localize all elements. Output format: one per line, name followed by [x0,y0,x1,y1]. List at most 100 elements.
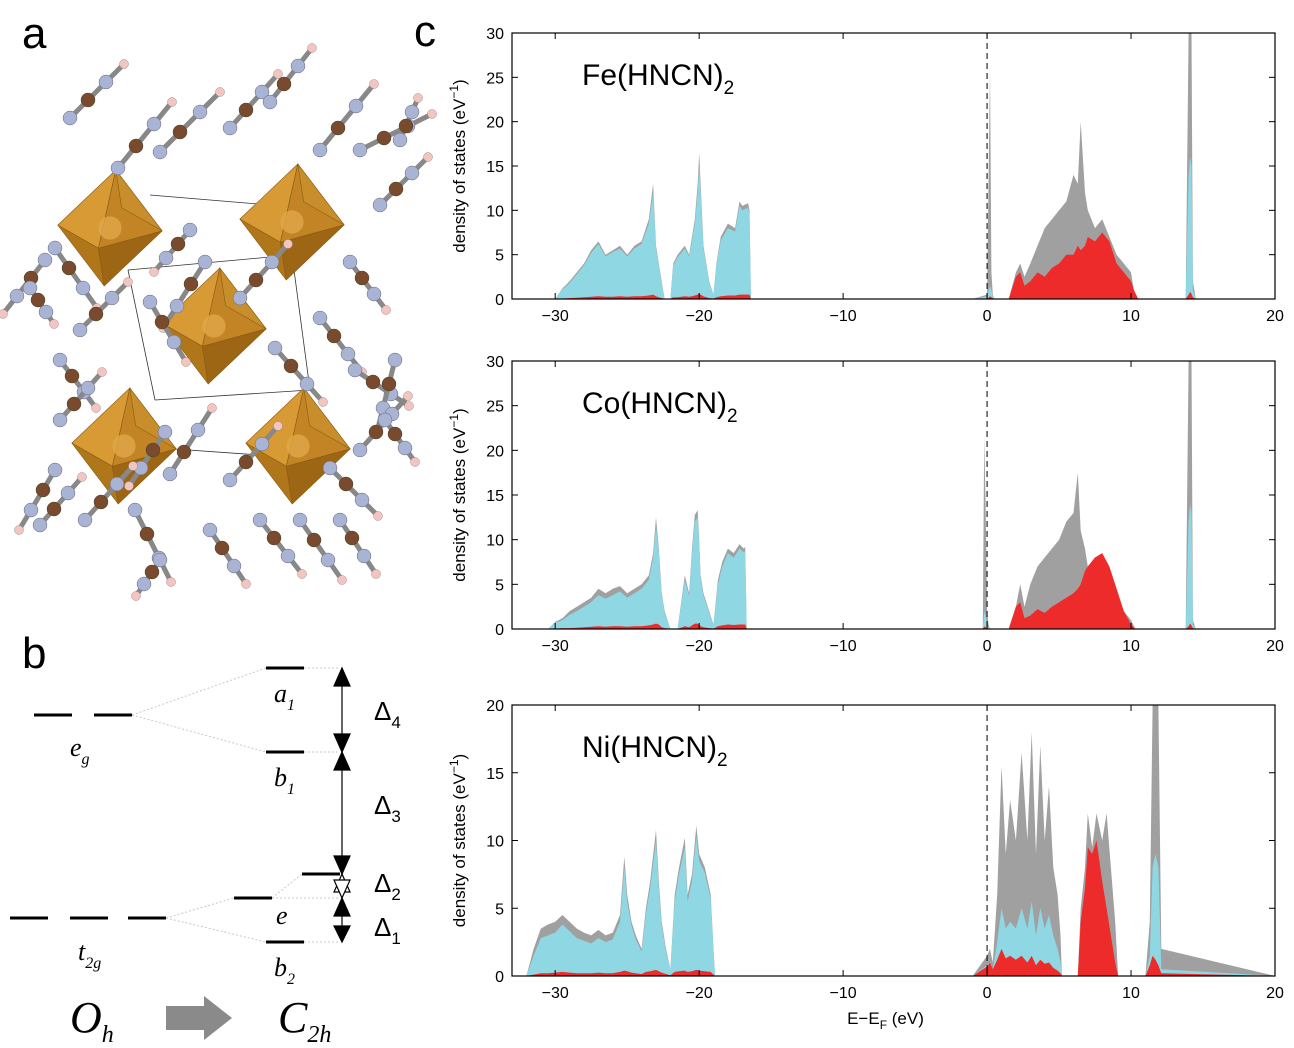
hydrogen-atom [14,525,24,535]
hydrogen-atom [207,403,217,413]
nitrogen-atom [222,120,238,136]
nitrogen-atom [192,104,208,120]
nitrogen-atom [320,552,336,568]
nitrogen-atom [312,310,328,326]
y-tick-label: 15 [486,766,504,783]
carbon-atom [139,526,155,542]
hydrogen-atom [181,357,191,367]
delta-3-label: Δ3 [374,790,401,826]
hydrogen-atom [97,367,107,377]
y-tick-label: 15 [486,488,504,505]
hydrogen-atom [381,305,391,315]
bond [273,346,325,404]
y-axis-label: density of states (eV−1) [447,408,469,581]
bond [207,528,249,586]
hydrogen-atom [119,59,129,69]
plot-title: Fe(HNCN)2 [582,59,734,99]
dos-area-metal [555,232,1275,299]
bond [83,464,135,522]
nitrogen-atom [158,250,174,266]
nitrogen-atom [169,298,185,314]
y-tick-label: 20 [486,115,504,132]
panel-label-c: c [414,7,436,56]
y-tick-label: 10 [486,533,504,550]
hydrogen-atom [410,457,420,467]
hydrogen-atom [49,319,59,329]
carbon-atom [172,124,188,140]
nitrogen-atom [280,548,296,564]
nitrogen-atom [52,412,68,428]
y-axis-label: density of states (eV−1) [447,754,469,927]
bond [348,260,388,312]
delta-1-label: Δ1 [374,912,401,948]
bond [382,418,418,464]
b1-label: b1 [274,763,295,798]
nitrogen-atom [340,346,356,362]
bond [58,370,104,422]
hydrogen-atom [128,461,138,471]
nitrogen-atom [264,254,280,270]
nitrogen-atom [372,197,388,213]
transform-arrow-icon [166,996,232,1040]
hydrogen-atom [131,591,141,601]
bond [268,46,314,104]
nitrogen-atom [80,380,96,396]
carbon-atom [387,426,403,442]
unit-cell-edge [127,269,156,401]
nitrogen-atom [232,290,248,306]
hydrogen-atom [149,267,159,277]
hydrogen-atom [283,239,293,249]
octahedron [57,169,163,287]
nitrogen-atom [202,522,218,538]
y-tick-label: 0 [495,969,504,986]
nitrogen-atom [142,294,158,310]
hydrogen-atom [403,391,413,401]
y-tick-label: 5 [495,577,504,594]
carbon-atom [30,292,46,308]
octahedron [239,163,345,281]
dos-plots: −30 −20 −10 0 10 20 0 5 10 15 20 25 30 Fe(HNCN)2 densi… [447,26,1284,1032]
carbon-atom [145,442,161,458]
nitrogen-atom [354,492,370,508]
nitrogen-atom [110,160,126,176]
hydrogen-atom [215,87,225,97]
bond [378,155,430,207]
dos-area-metal [526,840,1275,976]
carbon-atom [214,540,230,556]
nitrogen-atom [52,352,68,368]
hydrogen-atom [369,79,379,89]
y-axis-label: density of states (eV−1) [447,79,469,252]
bond [152,228,192,274]
nitrogen-atom [152,144,168,160]
panel-label-b: b [22,629,46,678]
nitrogen-atom [348,98,364,114]
carbon-atom [170,236,186,252]
bond [397,97,421,141]
carbon-atom [388,181,404,197]
carbon-atom [354,270,370,286]
t2g-label: t2g [78,937,101,972]
dos-area-metal [548,553,1275,629]
oh-label: Oh [70,993,114,1048]
carbon-atom [344,530,360,546]
bond [116,100,174,170]
bond [58,358,98,410]
plot-title: Co(HNCN)2 [582,387,738,427]
x-tick-label: −20 [686,985,713,1002]
nitrogen-atom [387,352,403,368]
x-tick-label: −30 [542,985,569,1002]
hydrogen-atom [423,152,433,162]
bond [297,518,345,582]
carbon-atom [64,368,80,384]
bond [160,260,208,330]
carbon-atom [61,260,77,276]
nitrogen-atom [23,502,39,518]
bond [358,111,434,153]
x-tick-label: −10 [830,985,857,1002]
carbon-atom [46,501,62,517]
e-label: e [276,901,288,930]
x-tick-label: 0 [983,638,992,655]
delta-4-label: Δ4 [374,696,401,732]
x-tick-label: −30 [542,308,569,325]
hydrogen-atom [337,575,347,585]
